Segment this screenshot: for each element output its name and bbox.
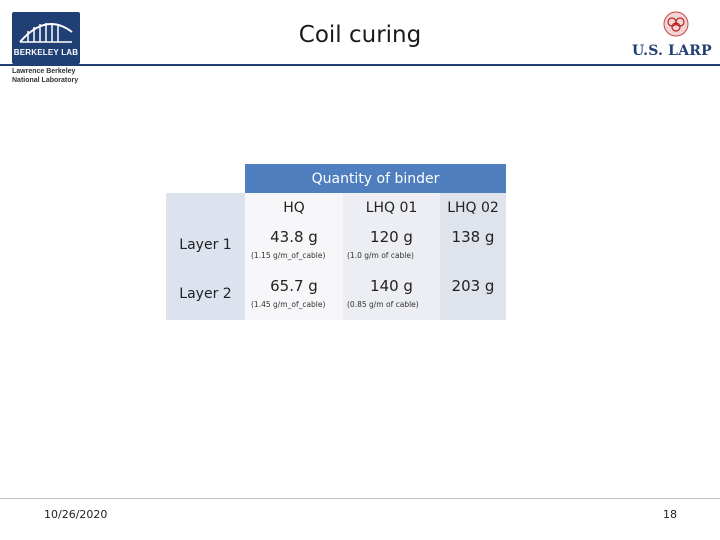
cell-note: (1.45 g/m_of_cable) [251, 300, 326, 309]
header-divider [0, 64, 720, 66]
column-header-hq: HQ [245, 193, 343, 222]
cell-value: 138 g [451, 228, 495, 246]
cell-note: (1.15 g/m_of_cable) [251, 251, 326, 260]
table-group-header: Quantity of binder [245, 164, 506, 193]
berkeley-lab-caption: Lawrence Berkeley National Laboratory [12, 67, 102, 85]
table-row: Layer 1 43.8 g (1.15 g/m_of_cable) 120 g… [166, 222, 506, 271]
table-cell: 120 g (1.0 g/m of cable) [343, 222, 440, 271]
berkeley-lab-logo-text: BERKELEY LAB [13, 48, 79, 57]
binder-quantity-table: Quantity of binder HQ LHQ 01 LHQ 02 Laye… [166, 164, 506, 320]
cell-note: (1.0 g/m of cable) [347, 251, 414, 260]
table-cell: 138 g [440, 222, 506, 271]
page-title: Coil curing [298, 22, 422, 48]
table-row: Layer 2 65.7 g (1.45 g/m_of_cable) 140 g… [166, 271, 506, 320]
us-larp-logo-text: U.S. LARP [632, 43, 712, 59]
footer-date: 10/26/2020 [44, 508, 108, 521]
table-group-header-row: Quantity of binder [166, 164, 506, 193]
column-header-lhq02: LHQ 02 [440, 193, 506, 222]
row-label: Layer 2 [179, 286, 232, 302]
row-header-layer-2: Layer 2 [166, 271, 245, 320]
building-icon [19, 23, 73, 43]
row-label: Layer 1 [179, 237, 232, 253]
caption-line: National Laboratory [12, 77, 79, 84]
table-corner-blank [166, 164, 245, 193]
cell-value: 203 g [451, 277, 495, 295]
larp-seal-icon [663, 11, 689, 37]
cell-value: 65.7 g [270, 277, 318, 295]
caption-line: Lawrence Berkeley [12, 68, 76, 75]
page-number: 18 [663, 508, 677, 521]
table-cell: 65.7 g (1.45 g/m_of_cable) [245, 271, 343, 320]
cell-value: 43.8 g [270, 228, 318, 246]
column-header-lhq01: LHQ 01 [343, 193, 440, 222]
row-header-layer-1: Layer 1 [166, 222, 245, 271]
footer-divider [0, 498, 720, 499]
cell-note: (0.85 g/m of cable) [347, 300, 419, 309]
table-cell: 140 g (0.85 g/m of cable) [343, 271, 440, 320]
cell-value: 120 g [370, 228, 413, 246]
cell-value: 140 g [370, 277, 413, 295]
berkeley-lab-logo: BERKELEY LAB [12, 12, 80, 64]
table-cell: 203 g [440, 271, 506, 320]
table-cell: 43.8 g (1.15 g/m_of_cable) [245, 222, 343, 271]
table-corner-cell [166, 193, 245, 222]
table-column-header-row: HQ LHQ 01 LHQ 02 [166, 193, 506, 222]
